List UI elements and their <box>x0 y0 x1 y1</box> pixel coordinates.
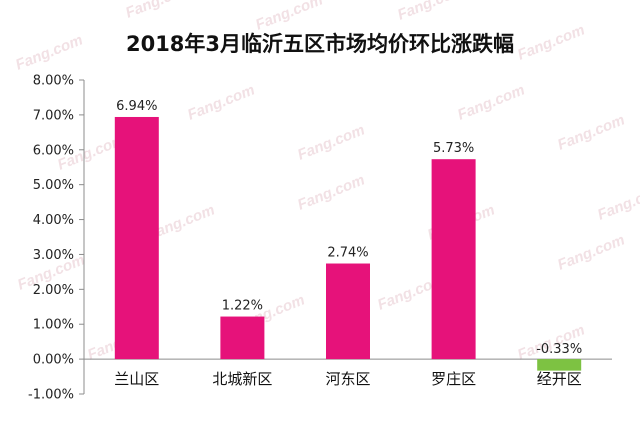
y-tick-label: 4.00% <box>33 213 74 228</box>
y-tick-label: 8.00% <box>33 74 74 89</box>
x-tick-label: 罗庄区 <box>431 370 476 388</box>
y-tick-label: 2.00% <box>33 283 74 298</box>
data-label: 2.74% <box>327 246 368 261</box>
watermark-9: Fang.com <box>555 111 627 153</box>
watermark-19: Fang.com <box>595 181 640 223</box>
watermark-14: Fang.com <box>555 231 627 273</box>
y-tick-label: 7.00% <box>33 108 74 123</box>
watermark-0: Fang.com <box>13 31 85 73</box>
y-tick-label: 0.00% <box>33 353 74 368</box>
watermark-4: Fang.com <box>515 21 587 63</box>
data-label: 6.94% <box>116 99 157 114</box>
data-label: 5.73% <box>433 141 474 156</box>
watermark-8: Fang.com <box>455 81 527 123</box>
y-tick-label: 1.00% <box>33 318 74 333</box>
y-tick-label: 5.00% <box>33 178 74 193</box>
x-tick-label: 河东区 <box>325 370 370 388</box>
y-tick-label: -1.00% <box>28 388 74 403</box>
bar <box>220 316 265 360</box>
watermark-3: Fang.com <box>395 0 467 24</box>
watermark-2: Fang.com <box>253 0 325 34</box>
watermark-6: Fang.com <box>185 81 257 123</box>
x-tick-label: 兰山区 <box>114 370 159 388</box>
data-label: 1.22% <box>222 299 263 314</box>
data-label: -0.33% <box>536 342 582 357</box>
watermark-12: Fang.com <box>295 171 367 213</box>
chart-title: 2018年3月临沂五区市场均价环比涨跌幅 <box>125 32 515 56</box>
x-tick-label: 北城新区 <box>212 370 272 388</box>
x-tick-label: 经开区 <box>537 370 582 388</box>
y-tick-label: 6.00% <box>33 143 74 158</box>
bar <box>114 116 159 360</box>
bar <box>431 159 476 360</box>
bar <box>326 263 370 360</box>
bar <box>537 359 582 371</box>
y-tick-label: 3.00% <box>33 248 74 263</box>
watermark-7: Fang.com <box>295 121 367 163</box>
watermark-1: Fang.com <box>123 0 195 22</box>
